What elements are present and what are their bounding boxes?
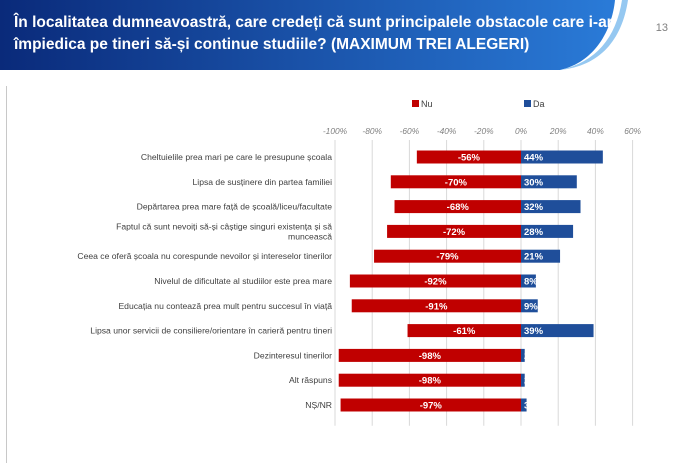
x-tick-label: -40% [437, 126, 457, 136]
data-label-da: 28% [524, 227, 544, 238]
bar-nu [387, 224, 521, 238]
data-label-nu: -98% [419, 376, 442, 387]
bar-da [521, 348, 525, 362]
category-label: Ceea ce oferă școala nu corespunde nevoi… [77, 251, 332, 261]
data-label-nu: -97% [420, 401, 443, 412]
chart-title: În localitatea dumneavoastră, care crede… [14, 12, 614, 56]
data-label-nu: -91% [425, 301, 448, 312]
data-label-da: 8% [524, 277, 538, 288]
left-margin-rule [6, 86, 7, 463]
category-label: Depărtarea prea mare față de școală/lice… [137, 202, 333, 212]
bar-nu [394, 200, 521, 214]
bar-da [521, 398, 527, 412]
data-label-nu: -68% [447, 202, 470, 213]
data-label-da: 30% [524, 177, 544, 188]
x-tick-label: -60% [400, 126, 420, 136]
page-number: 13 [655, 22, 668, 34]
bar-nu [390, 175, 521, 189]
data-label-da: 32% [524, 202, 544, 213]
bar-nu [407, 324, 521, 338]
data-label-nu: -79% [436, 252, 459, 263]
data-label-nu: -92% [424, 277, 447, 288]
data-label-da: 3% [524, 401, 538, 412]
category-label: Cheltuielile prea mari pe care le presup… [141, 152, 332, 162]
category-label: Dezinteresul tinerilor [254, 350, 332, 360]
category-label: Nivelul de dificultate al studiilor este… [154, 276, 332, 286]
bar-da [521, 324, 594, 338]
data-label-da: 2% [524, 376, 538, 387]
category-label: Faptul că sunt nevoiți să-și câștige sin… [116, 221, 332, 241]
bar-nu [351, 299, 521, 313]
category-label: Lipsa unor servicii de consiliere/orient… [90, 326, 332, 336]
title-banner [0, 0, 628, 70]
bar-nu [374, 249, 521, 263]
data-label-da: 39% [524, 326, 544, 337]
x-tick-label: 60% [624, 126, 641, 136]
x-tick-label: -80% [362, 126, 382, 136]
data-label-nu: -70% [445, 177, 468, 188]
bar-nu [338, 348, 521, 362]
data-label-nu: -61% [453, 326, 476, 337]
title-line-1: În localitatea dumneavoastră, care crede… [14, 14, 613, 31]
bar-nu [338, 373, 521, 387]
category-labels: Cheltuielile prea mari pe care le presup… [77, 152, 332, 410]
legend-swatch-nu [412, 100, 419, 107]
data-labels: -56% 44% -70% 30% -68% 32% -72% 28% -79% 21% -92% 8… [419, 153, 544, 412]
data-label-nu: -98% [419, 351, 442, 362]
bar-da [521, 274, 536, 288]
x-tick-label: 0% [515, 126, 528, 136]
bar-da [521, 200, 581, 214]
category-label: Lipsa de susținere din partea familiei [193, 177, 333, 187]
data-label-da: 2% [524, 351, 538, 362]
data-label-nu: -72% [443, 227, 466, 238]
legend-label-nu: Nu [421, 99, 433, 109]
bar-da [521, 175, 577, 189]
bars [338, 150, 603, 412]
data-label-da: 21% [524, 252, 544, 263]
x-tick-label: 40% [587, 126, 604, 136]
data-label-da: 44% [524, 153, 544, 164]
bar-da [521, 150, 603, 164]
data-label-da: 9% [524, 301, 538, 312]
legend-label-da: Da [533, 99, 545, 109]
data-label-nu: -56% [458, 153, 481, 164]
x-tick-label: -100% [323, 126, 348, 136]
bar-da [521, 373, 525, 387]
bar-nu [416, 150, 521, 164]
category-label: Educația nu contează prea mult pentru su… [118, 301, 332, 311]
category-label: NȘ/NR [305, 400, 332, 410]
x-axis-ticks: -100% -80% -60% -40% -20% 0% 20% 40% 60% [323, 126, 642, 136]
category-label: Alt răspuns [289, 375, 332, 385]
bar-nu [340, 398, 521, 412]
bar-nu [349, 274, 521, 288]
bar-da [521, 249, 561, 263]
bar-da [521, 299, 538, 313]
bar-da [521, 224, 574, 238]
x-tick-label: -20% [474, 126, 494, 136]
legend: Nu Da [412, 99, 545, 109]
title-line-2: împiedica pe tineri să-și continue studi… [14, 36, 530, 53]
legend-swatch-da [524, 100, 531, 107]
x-tick-label: 20% [549, 126, 567, 136]
